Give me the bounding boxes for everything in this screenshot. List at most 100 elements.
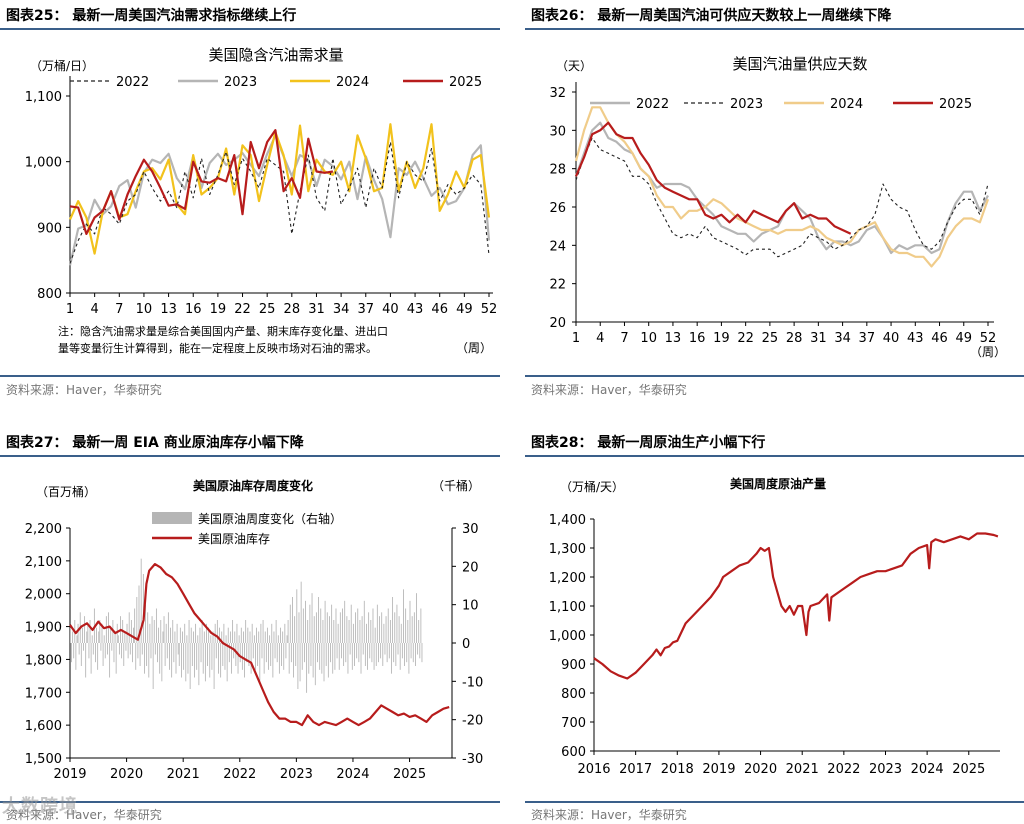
c27-bar (84, 616, 86, 643)
c27-bar (85, 643, 87, 678)
c27-bar (173, 643, 175, 663)
c27-bar (354, 643, 355, 666)
c27-bar (203, 631, 205, 643)
source-26: 资料来源：Haver，华泰研究 (531, 383, 687, 397)
c27-bar (80, 643, 82, 666)
c27-bar (269, 635, 271, 643)
c27-ytick-label-left: 1,700 (25, 686, 62, 701)
c27-legend-label-stock: 美国原油库存 (198, 531, 270, 546)
c27-bar (251, 623, 253, 643)
c27-bar (350, 604, 352, 643)
panel-title-25: 图表25： 最新一周美国汽油需求指标继续上行 (6, 8, 297, 24)
c27-bar (97, 643, 99, 670)
c28-title: 美国周度原油产量 (730, 476, 826, 491)
c26-xtick-label: 25 (762, 331, 779, 346)
c27-bar (385, 616, 387, 643)
c27-bar (284, 623, 286, 643)
c27-bar (252, 643, 254, 659)
c27-bar (308, 643, 310, 674)
c27-bar (315, 612, 317, 643)
c27-bar (88, 643, 90, 659)
c27-bar (105, 616, 107, 643)
c27-bar (288, 643, 290, 674)
c27-bar (151, 616, 153, 643)
c27-bar (342, 608, 343, 643)
c27-bar (246, 643, 248, 663)
c27-bar (384, 643, 386, 655)
c26-legend-label-2023: 2023 (730, 97, 763, 112)
c27-bar (210, 635, 212, 643)
c27-ytick-label-left: 1,500 (25, 752, 62, 767)
c27-bar (137, 643, 139, 659)
c27-ytick-label-right: -10 (462, 675, 483, 690)
c27-bar (372, 608, 374, 643)
c27-bar (401, 643, 403, 659)
c27-bar (99, 620, 101, 643)
c27-bar (340, 643, 342, 659)
c27-bar (396, 604, 398, 643)
watermark-text: 大数跨境 (2, 796, 78, 817)
c27-bar (377, 643, 379, 663)
c27-bar (280, 627, 281, 643)
c26-xlabel: （周） (970, 345, 1006, 359)
c27-bar (209, 643, 211, 678)
c27-bar (182, 631, 183, 643)
c27-bar (136, 597, 138, 643)
c27-xtick-label: 2020 (110, 767, 143, 782)
c27-bar (237, 643, 239, 674)
c27-bar (186, 635, 188, 643)
c27-bar (95, 643, 96, 663)
c27-bar (91, 635, 93, 643)
c25-xtick-label: 19 (210, 302, 227, 317)
c26-xtick-label: 37 (859, 331, 876, 346)
c26-xtick-label: 1 (572, 331, 580, 346)
c27-bar (153, 620, 155, 643)
footer-rule-26 (525, 375, 1024, 377)
c26-xtick-label: 31 (810, 331, 827, 346)
c27-ytick-label-right: 0 (462, 637, 470, 652)
c27-bar (373, 643, 375, 670)
c27-bar (409, 600, 411, 643)
c27-bar (169, 643, 170, 670)
c27-bar (243, 631, 244, 643)
c27-bar (103, 635, 105, 643)
c27-bar (310, 643, 312, 666)
c27-bar (72, 631, 74, 643)
c27-bar (142, 574, 144, 643)
c27-bar (219, 627, 220, 643)
c27-bar (86, 631, 88, 643)
c26-ytick-label: 32 (549, 86, 566, 101)
c27-ytick-label-right: 30 (462, 522, 479, 537)
c27-bar (364, 643, 366, 666)
c26-xtick-label: 43 (907, 331, 924, 346)
c27-bar (192, 631, 194, 643)
footer-rule-27 (0, 801, 500, 803)
c27-legend-swatch-change (152, 512, 192, 524)
c28-ytick-label: 1,300 (549, 542, 586, 557)
c27-bar (191, 643, 193, 666)
c26-ylabel: （天） (556, 59, 592, 73)
c25-xtick-label: 16 (185, 302, 202, 317)
c27-bar (147, 612, 149, 643)
c27-bar (181, 643, 182, 678)
c27-bar (371, 643, 373, 663)
c28-xtick-label: 2025 (952, 762, 985, 777)
c28-ytick-label: 600 (561, 745, 586, 760)
c27-bar (146, 643, 148, 666)
c26-xtick-label: 22 (737, 331, 754, 346)
c27-bar (325, 643, 327, 666)
c27-bar (253, 635, 255, 643)
c27-bar (238, 635, 240, 643)
c25-ytick-label: 800 (37, 287, 62, 302)
c27-bar (370, 620, 372, 643)
c27-bar (277, 635, 279, 643)
c27-bar (286, 635, 288, 643)
c25-xtick-label: 37 (357, 302, 374, 317)
c27-bar (152, 643, 154, 689)
c27-bar (358, 643, 360, 663)
c25-legend-label-2024: 2024 (336, 75, 369, 90)
c27-bar (420, 608, 422, 643)
c25-xtick-label: 40 (382, 302, 399, 317)
c27-bar (403, 589, 404, 643)
